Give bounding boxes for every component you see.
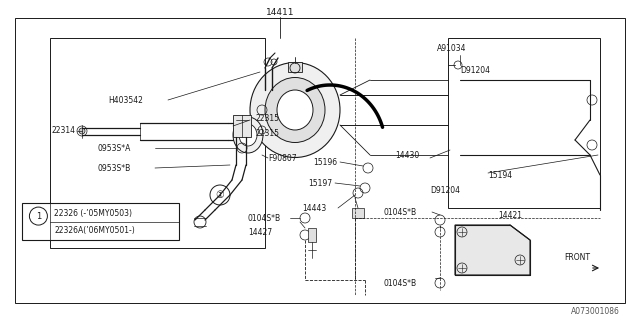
Bar [233, 115, 251, 137]
Bar [50, 38, 265, 248]
Bar [288, 62, 302, 72]
Text: 15197: 15197 [308, 179, 332, 188]
Ellipse shape [239, 124, 257, 146]
Text: 0953S*A: 0953S*A [98, 143, 131, 153]
Bar [352, 208, 364, 218]
Text: F90807: F90807 [268, 154, 296, 163]
Text: D91204: D91204 [460, 66, 490, 75]
Text: 22326 (-’05MY0503): 22326 (-’05MY0503) [54, 209, 132, 218]
Ellipse shape [277, 90, 313, 130]
Polygon shape [455, 225, 530, 275]
Text: 1: 1 [36, 212, 41, 220]
Text: 14427: 14427 [248, 228, 272, 236]
Text: ①: ① [216, 190, 225, 200]
Text: 0104S*B: 0104S*B [248, 213, 281, 222]
Text: A073001086: A073001086 [571, 308, 620, 316]
Ellipse shape [265, 77, 325, 142]
Bar [308, 228, 316, 242]
Text: 22315: 22315 [256, 129, 280, 138]
Ellipse shape [233, 117, 263, 153]
Text: 0104S*B: 0104S*B [383, 207, 416, 217]
Text: FRONT: FRONT [564, 253, 590, 262]
Text: 0104S*B: 0104S*B [383, 278, 416, 287]
Text: 0953S*B: 0953S*B [98, 164, 131, 172]
Bar [15, 18, 625, 303]
Text: 15196: 15196 [313, 157, 337, 166]
Circle shape [79, 128, 85, 134]
Text: D91204: D91204 [430, 186, 460, 195]
Text: 22326A(’06MY0501-): 22326A(’06MY0501-) [54, 226, 135, 235]
Text: 14411: 14411 [266, 7, 294, 17]
Text: A91034: A91034 [437, 44, 467, 52]
Text: 15194: 15194 [488, 171, 512, 180]
Text: 22314: 22314 [52, 125, 76, 134]
Text: 14430: 14430 [395, 150, 419, 159]
Text: H403542: H403542 [108, 95, 143, 105]
Bar [22, 203, 179, 240]
Ellipse shape [250, 62, 340, 157]
Bar [448, 38, 600, 208]
Text: 14443: 14443 [302, 204, 326, 212]
Text: 22315: 22315 [256, 114, 280, 123]
Text: 14421: 14421 [498, 211, 522, 220]
